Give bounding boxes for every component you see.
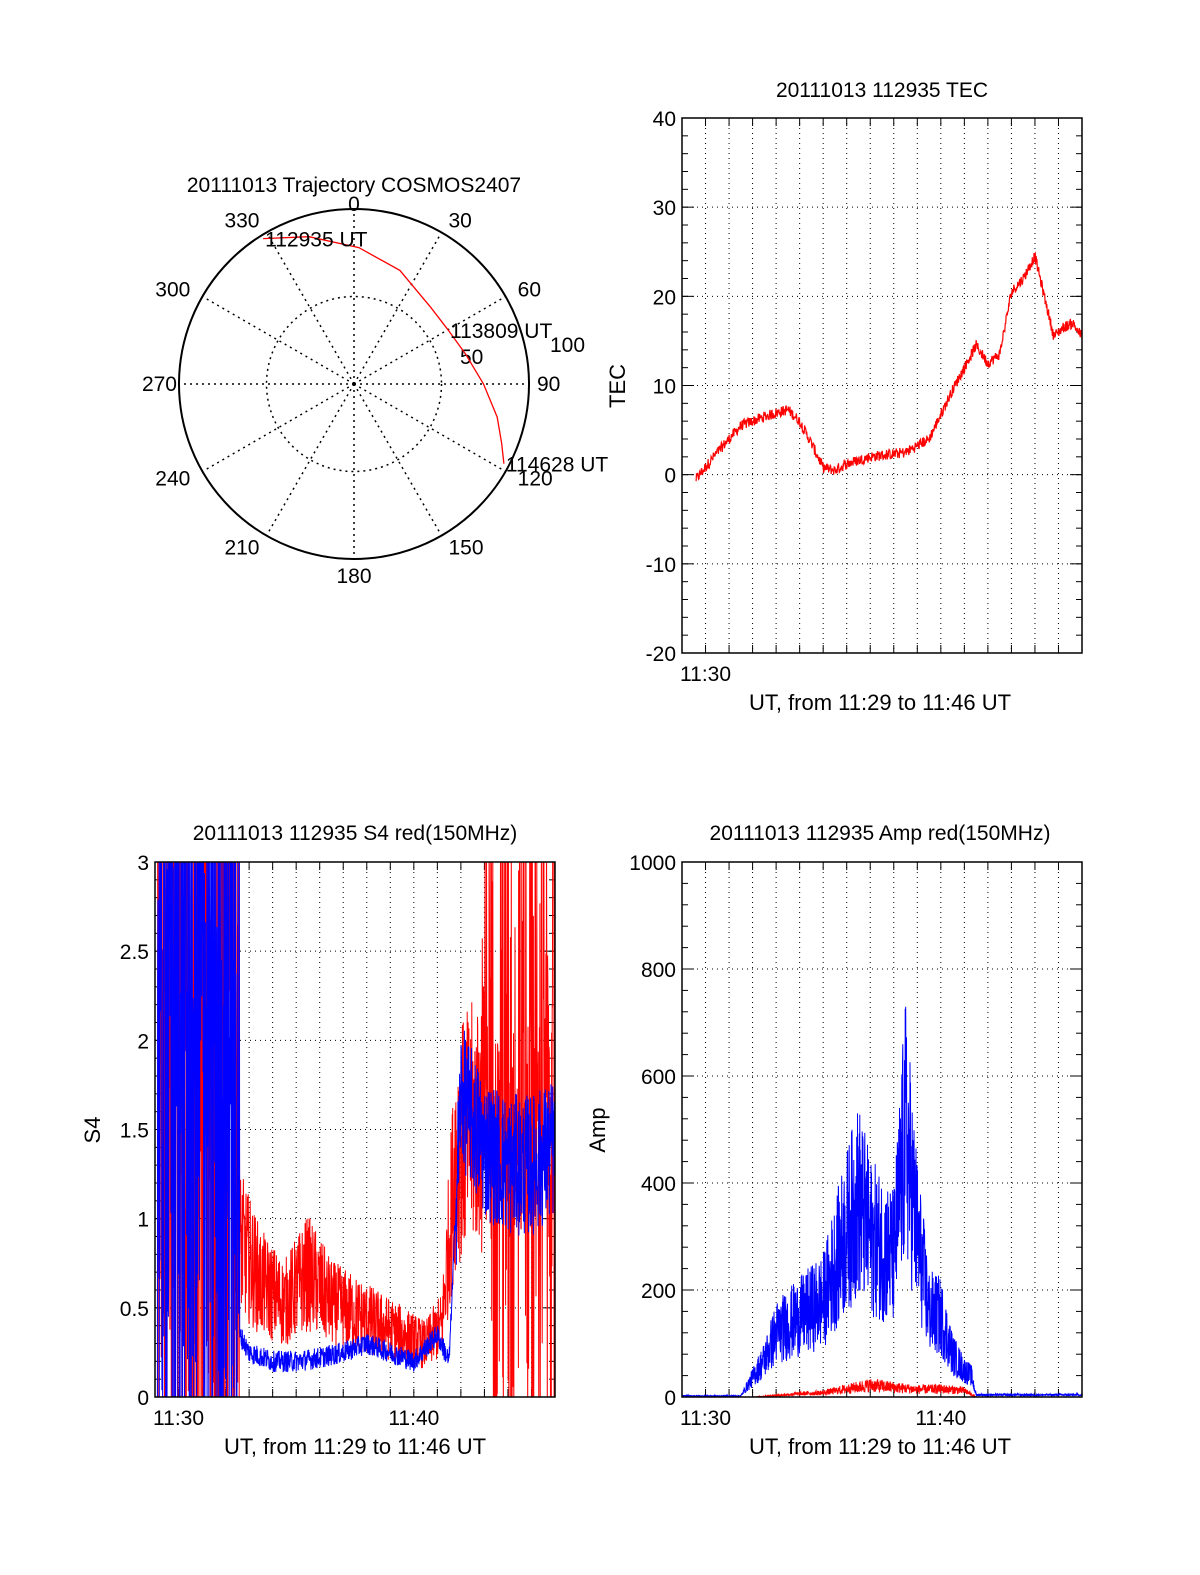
- polar-trajectory-plot: 20111013 Trajectory COSMOS2407 0 30 60 90 12…: [142, 174, 608, 588]
- polar-trajectory-line: [263, 236, 505, 464]
- x-tick-label: 11:30: [153, 1407, 204, 1430]
- polar-spoke-30: [353, 232, 443, 385]
- y-tick-label: 0: [137, 1387, 149, 1410]
- polar-annotation-2: 114628 UT: [506, 454, 609, 477]
- y-tick-label: 1: [137, 1209, 149, 1232]
- y-tick-label: -20: [646, 643, 676, 666]
- axes-frame: [154, 861, 556, 1398]
- polar-grid: [178, 208, 530, 560]
- polar-azimuth-label-300: 300: [155, 279, 190, 302]
- polar-azimuth-label-0: 0: [348, 193, 360, 216]
- polar-spoke-330: [265, 232, 355, 385]
- series-line-red: [682, 1379, 1082, 1397]
- tec-ylabel: TEC: [605, 364, 630, 408]
- y-tick-label: 40: [653, 108, 676, 131]
- polar-annotation-1: 113809 UT: [450, 320, 553, 343]
- polar-radius-label-100: 100: [550, 334, 585, 357]
- polar-radius-label-50: 50: [460, 346, 483, 369]
- y-tick-label: 20: [653, 286, 676, 309]
- y-tick-label: 0: [664, 465, 676, 488]
- y-tick-label: 0: [664, 1387, 676, 1410]
- y-tick-label: 1.5: [120, 1120, 149, 1143]
- series-group: [682, 1006, 1082, 1397]
- s4-plot: 20111013 112935 S4 red(150MHz) UT, from …: [80, 822, 556, 1459]
- y-tick-label: 1000: [629, 852, 676, 875]
- series-group: [695, 251, 1082, 482]
- polar-azimuth-label-60: 60: [518, 279, 541, 302]
- polar-azimuth-label-30: 30: [449, 209, 472, 232]
- y-tick-label: -10: [646, 554, 676, 577]
- polar-series: [263, 236, 505, 464]
- series-line-blue: [682, 1006, 1082, 1397]
- y-tick-label: 10: [653, 376, 676, 399]
- polar-spoke-60: [353, 295, 506, 385]
- polar-spoke-120: [353, 383, 506, 473]
- x-tick-label: 11:40: [388, 1407, 439, 1430]
- polar-azimuth-label-330: 330: [224, 209, 259, 232]
- polar-azimuth-label-90: 90: [537, 373, 560, 396]
- polar-spoke-210: [265, 383, 355, 536]
- series-line-blue: [156, 862, 555, 1397]
- polar-spoke-240: [202, 383, 355, 473]
- polar-azimuth-labels: 0 30 60 90 120 150 180 210 240 270 300 330: [142, 193, 560, 588]
- polar-annotation-0: 112935 UT: [265, 229, 368, 252]
- polar-spoke-300: [202, 295, 355, 385]
- axes-frame: [681, 117, 1083, 654]
- polar-annotations: 112935 UT 113809 UT 114628 UT: [265, 229, 608, 477]
- amp-xlabel: UT, from 11:29 to 11:46 UT: [749, 1434, 1011, 1459]
- series-group: [156, 862, 555, 1397]
- tec-xlabel: UT, from 11:29 to 11:46 UT: [749, 690, 1011, 715]
- s4-title: 20111013 112935 S4 red(150MHz): [193, 822, 518, 845]
- s4-ylabel: S4: [80, 1117, 105, 1144]
- y-tick-label: 400: [641, 1173, 676, 1196]
- y-tick-label: 0.5: [120, 1298, 149, 1321]
- amp-title: 20111013 112935 Amp red(150MHz): [710, 822, 1051, 845]
- y-tick-label: 200: [641, 1280, 676, 1303]
- polar-azimuth-label-240: 240: [155, 468, 190, 491]
- amp-ylabel: Amp: [585, 1107, 610, 1152]
- y-tick-label: 3: [137, 852, 149, 875]
- y-tick-label: 2: [137, 1030, 149, 1053]
- x-tick-label: 11:40: [915, 1407, 966, 1430]
- polar-azimuth-label-210: 210: [224, 537, 259, 560]
- polar-title: 20111013 Trajectory COSMOS2407: [187, 174, 521, 197]
- polar-radius-labels: 50 100: [460, 334, 585, 369]
- y-tick-label: 30: [653, 197, 676, 220]
- tec-title: 20111013 112935 TEC: [776, 79, 988, 102]
- s4-xlabel: UT, from 11:29 to 11:46 UT: [224, 1434, 486, 1459]
- series-line-red: [695, 251, 1082, 482]
- axes-frame: [681, 861, 1083, 1398]
- y-tick-label: 600: [641, 1066, 676, 1089]
- x-tick-label: 11:30: [680, 1407, 731, 1430]
- polar-azimuth-label-120: 120: [518, 468, 553, 491]
- polar-azimuth-label-180: 180: [336, 565, 371, 588]
- y-tick-label: 2.5: [120, 941, 149, 964]
- polar-inner-circle: [265, 295, 443, 473]
- x-tick-label: 11:30: [680, 663, 731, 686]
- y-tick-label: 800: [641, 959, 676, 982]
- polar-azimuth-label-270: 270: [142, 373, 177, 396]
- amp-plot: 20111013 112935 Amp red(150MHz) UT, from…: [585, 822, 1083, 1459]
- tec-plot: 20111013 112935 TEC UT, from 11:29 to 11…: [605, 79, 1083, 715]
- polar-spoke-150: [353, 383, 443, 536]
- polar-azimuth-label-150: 150: [449, 537, 484, 560]
